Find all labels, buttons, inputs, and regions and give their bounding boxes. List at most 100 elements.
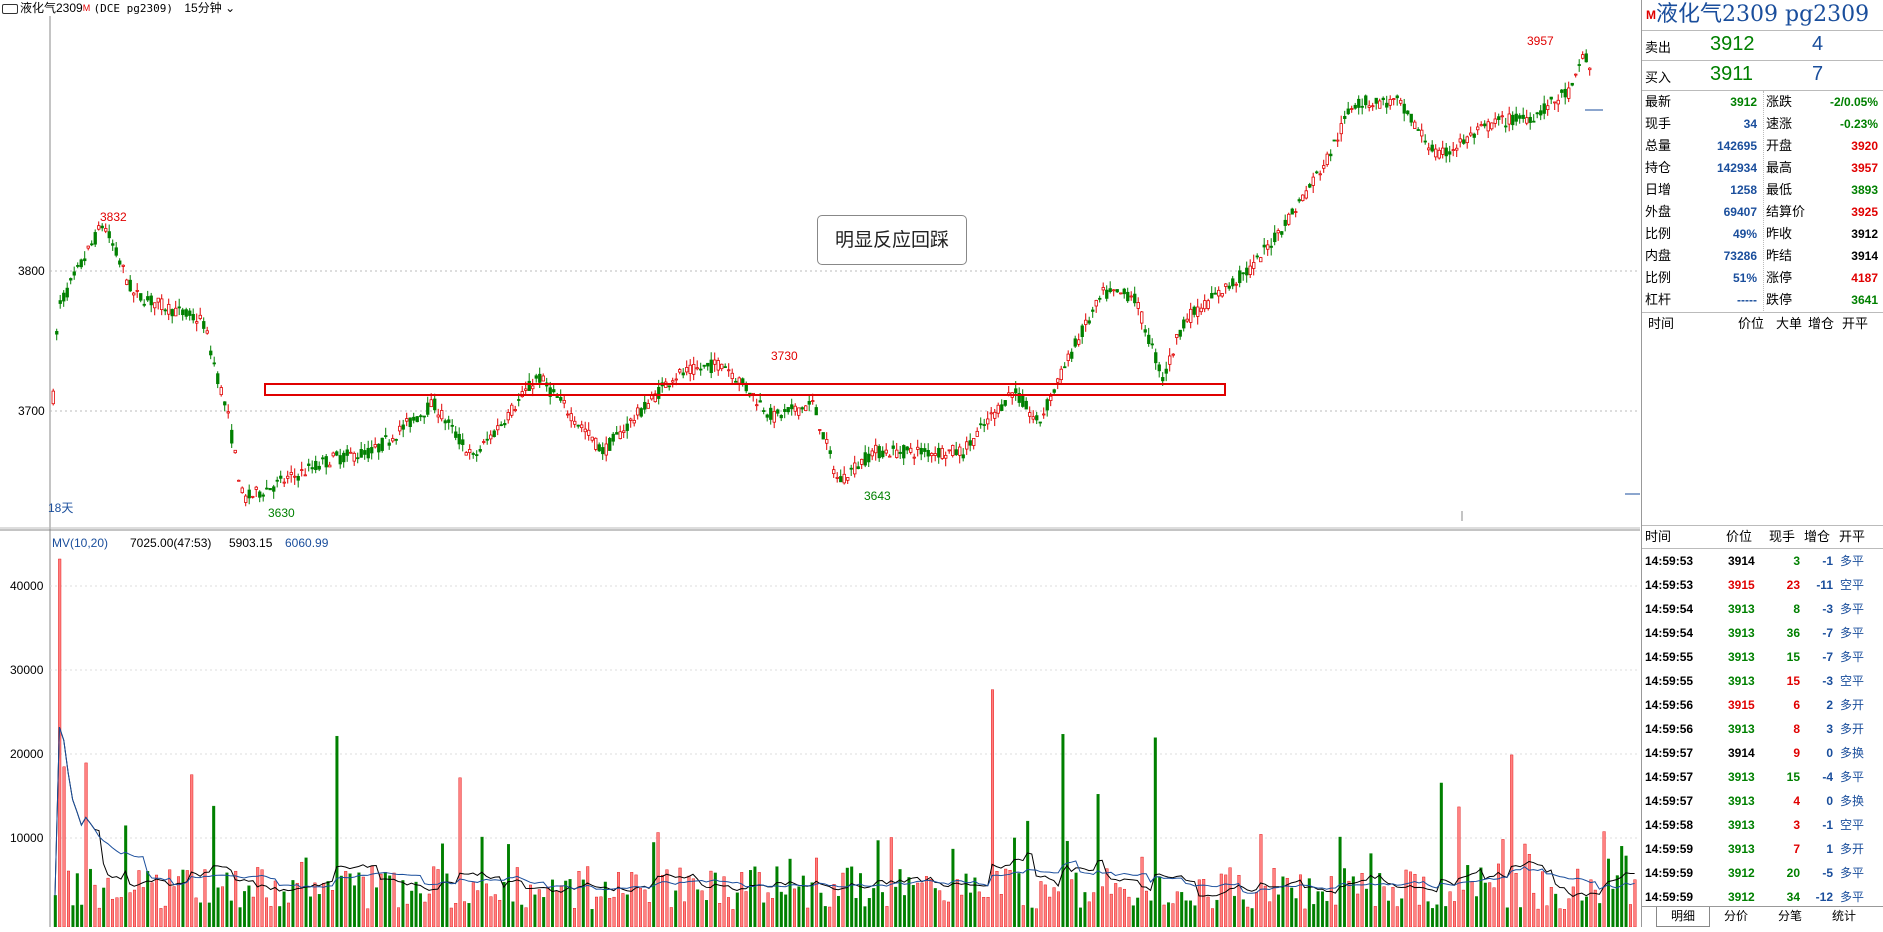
tick-row[interactable]: 14:59:57 3914 9 0 多换 — [1642, 741, 1883, 765]
candle-body — [349, 451, 353, 454]
bid-row[interactable]: 买入 3911 7 — [1642, 60, 1883, 90]
candle-body — [1143, 329, 1147, 333]
candle-body — [1140, 311, 1144, 324]
candle-body — [1056, 378, 1060, 383]
kline-chart[interactable]: 3800 3700 18天 3832 3630 3730 3643 3957 M… — [0, 16, 1640, 928]
candle-body — [1339, 123, 1343, 135]
candle-body — [1192, 306, 1196, 315]
candle-body — [835, 476, 839, 479]
stat-row-left-2: 总量 142695 — [1642, 135, 1763, 157]
candle-body — [1185, 318, 1189, 322]
tick-row[interactable]: 14:59:55 3913 15 -7 多平 — [1642, 645, 1883, 669]
tick-hand: 9 — [1793, 746, 1800, 760]
candle-body — [1584, 53, 1588, 63]
candle-body — [779, 415, 783, 419]
annotation-note: 明显反应回踩 — [817, 215, 967, 265]
candle-body — [188, 310, 192, 316]
volume-bar — [1017, 873, 1021, 928]
candle-body — [562, 400, 566, 404]
candle-body — [247, 489, 251, 499]
panel-tabs: 明细 分价 分笔 统计 — [1642, 906, 1883, 927]
candle-body — [1367, 105, 1371, 108]
candle-body — [170, 309, 174, 317]
volume-bar — [75, 873, 79, 928]
candle-body — [902, 445, 906, 459]
volume-bar — [423, 901, 427, 928]
tick-row[interactable]: 14:59:55 3913 15 -3 空平 — [1642, 669, 1883, 693]
tick-row[interactable]: 14:59:56 3915 6 2 多开 — [1642, 693, 1883, 717]
volume-bar — [1549, 886, 1553, 928]
candle-body — [825, 439, 829, 444]
candle-body — [1329, 153, 1333, 157]
candle-body — [174, 307, 178, 317]
tick-row[interactable]: 14:59:59 3912 34 -12 多平 — [1642, 885, 1883, 909]
candle-body — [937, 447, 941, 458]
period-selector[interactable]: 15分钟 ⌄ — [184, 1, 236, 15]
tab-price-split[interactable]: 分价 — [1723, 909, 1748, 923]
stat-label: 比例 — [1645, 226, 1672, 241]
tick-hand: 3 — [1793, 818, 1800, 832]
ask-row[interactable]: 卖出 3912 4 — [1642, 30, 1883, 60]
ask-volume: 4 — [1812, 33, 1824, 55]
candle-body — [965, 441, 969, 450]
candle-body — [905, 446, 909, 451]
tick-hand: 15 — [1786, 650, 1800, 664]
tick-row[interactable]: 14:59:59 3912 20 -5 多平 — [1642, 861, 1883, 885]
quote-panel: M液化气2309 pg2309 卖出 3912 4 买入 3911 7 最新 39… — [1641, 0, 1883, 927]
tick-row[interactable]: 14:59:53 3914 3 -1 多平 — [1642, 549, 1883, 573]
tick-row[interactable]: 14:59:57 3913 15 -4 多平 — [1642, 765, 1883, 789]
tab-detail[interactable]: 明细 — [1656, 907, 1710, 927]
volume-bar — [683, 901, 687, 928]
candle-body — [324, 456, 328, 468]
volume-bar — [1536, 908, 1540, 928]
candle-body — [1154, 352, 1158, 364]
tick-hand: 34 — [1786, 890, 1800, 904]
candle-body — [363, 450, 367, 455]
volume-bar — [507, 844, 511, 928]
candle-body — [1136, 302, 1140, 309]
tick-row[interactable]: 14:59:58 3913 3 -1 空平 — [1642, 813, 1883, 837]
candle-body — [720, 363, 724, 370]
volume-bar — [1571, 886, 1575, 928]
tick-row[interactable]: 14:59:53 3915 23 -11 空平 — [1642, 573, 1883, 597]
tick-row[interactable]: 14:59:57 3913 4 0 多换 — [1642, 789, 1883, 813]
tick-row[interactable]: 14:59:56 3913 8 3 多开 — [1642, 717, 1883, 741]
candle-body — [951, 444, 955, 456]
stat-value: 49% — [1732, 227, 1757, 241]
volume-bar — [1606, 858, 1610, 928]
candle-body — [534, 375, 538, 379]
volume-bar — [1470, 881, 1474, 928]
tick-row[interactable]: 14:59:54 3913 8 -3 多平 — [1642, 597, 1883, 621]
candle-body — [226, 411, 230, 414]
candle-body — [1371, 105, 1375, 108]
candle-body — [1532, 120, 1536, 123]
volume-bar — [383, 871, 387, 928]
volume-bar — [691, 878, 695, 928]
chart-mode-icon[interactable] — [2, 3, 18, 14]
volume-bar — [1026, 820, 1030, 928]
tick-row[interactable]: 14:59:54 3913 36 -7 多平 — [1642, 621, 1883, 645]
tick-row[interactable]: 14:59:59 3913 7 1 多开 — [1642, 837, 1883, 861]
tab-tick[interactable]: 分笔 — [1777, 909, 1802, 923]
volume-bar — [854, 897, 858, 928]
volume-bar — [1479, 867, 1483, 928]
candle-body — [1385, 102, 1389, 108]
volume-bar — [331, 890, 335, 928]
candle-body — [121, 264, 125, 267]
bid-volume: 7 — [1812, 63, 1824, 85]
candle-body — [1063, 366, 1067, 369]
volume-bar — [106, 877, 110, 928]
volume-bars-group — [53, 558, 1637, 928]
tick-time: 14:59:54 — [1645, 602, 1694, 616]
volume-bar — [119, 897, 123, 928]
volume-tick-30000: 30000 — [10, 663, 44, 677]
candle-body — [496, 425, 500, 431]
volume-bar — [1400, 898, 1404, 928]
volume-bar — [1316, 891, 1320, 928]
volume-bar — [335, 735, 339, 928]
tab-statistics[interactable]: 统计 — [1831, 909, 1856, 923]
stat-row-right-8: 涨停 4187 — [1763, 267, 1883, 289]
candle-body — [240, 487, 244, 494]
tick-header-inc: 增仓 — [1804, 529, 1831, 544]
candle-body — [422, 415, 426, 418]
